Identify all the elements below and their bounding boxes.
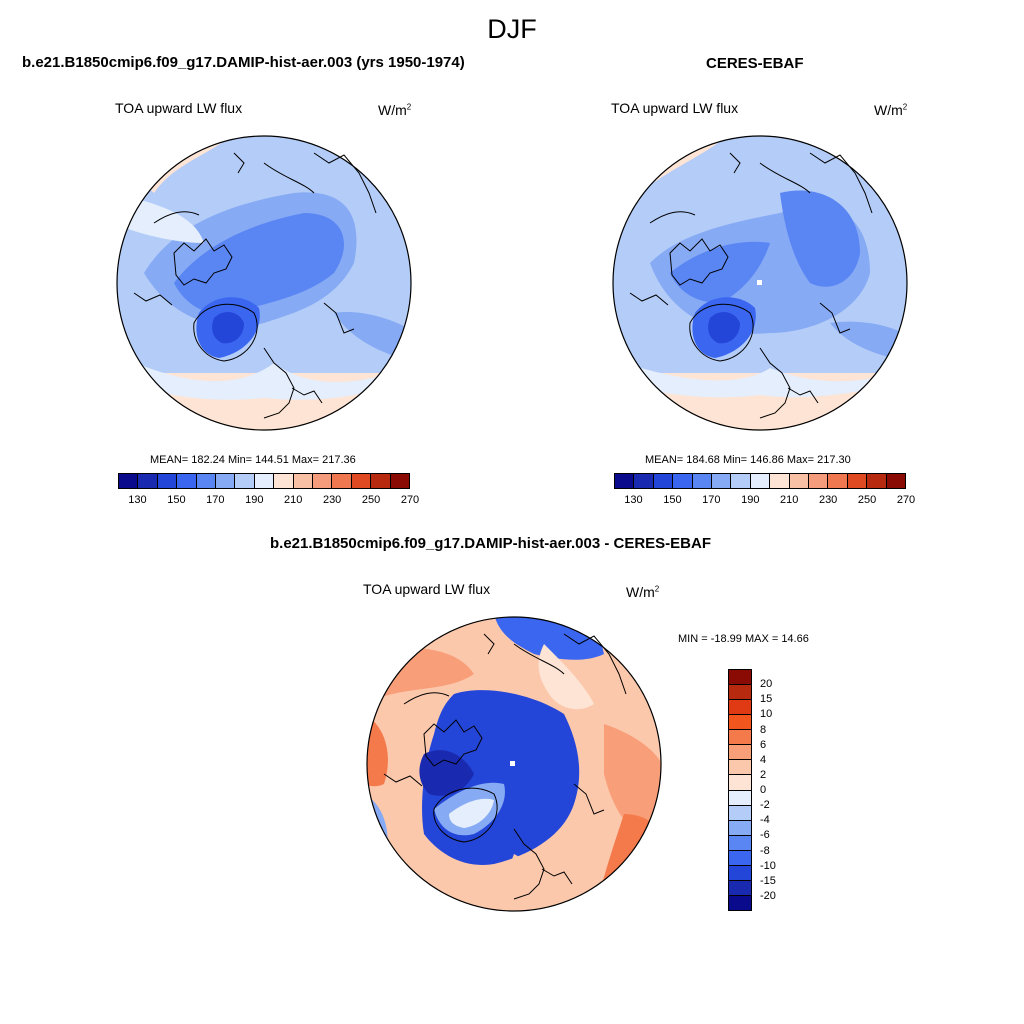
model-stats: MEAN= 182.24 Min= 144.51 Max= 217.36 <box>150 454 356 466</box>
diff-colorbar-tick-label: 6 <box>760 738 767 751</box>
diff-colorbar-tick-label: -4 <box>760 814 770 827</box>
diff-colorbar-box-2 <box>729 700 751 716</box>
diff-variable-label: TOA upward LW flux <box>363 581 491 597</box>
colorbar-tick-label: 250 <box>361 494 381 506</box>
diff-polar-map <box>366 616 662 912</box>
colorbar-tick-label: 130 <box>624 494 643 506</box>
diff-colorbar-box-12 <box>729 850 751 866</box>
diff-colorbar-tick-label: 20 <box>760 678 773 691</box>
colorbar-tick-label: 150 <box>663 494 682 506</box>
colorbar-box-9 <box>293 474 314 488</box>
diff-colorbar-tick-label: -8 <box>760 844 770 857</box>
colorbar-box-12 <box>847 474 868 488</box>
diff-colorbar-box-0 <box>729 670 751 686</box>
obs-units-label: W/m2 <box>874 102 908 118</box>
diff-colorbar-tick-label: 2 <box>760 768 767 781</box>
colorbar-box-11 <box>828 474 848 488</box>
colorbar-tick-label: 270 <box>400 494 420 506</box>
diff-colorbar-tick-label: 8 <box>760 723 767 736</box>
diff-colorbar-box-5 <box>729 745 751 761</box>
colorbar-tick-label: 170 <box>206 494 225 506</box>
colorbar-box-7 <box>254 474 275 488</box>
colorbar-box-12 <box>351 474 372 488</box>
colorbar-tick-label: 190 <box>245 494 264 506</box>
colorbar-tick-label: 230 <box>818 494 838 506</box>
colorbar-tick-label: 210 <box>780 494 799 506</box>
diff-colorbar-tick-label: -15 <box>760 874 776 887</box>
diff-panel-title: b.e21.B1850cmip6.f09_g17.DAMIP-hist-aer.… <box>270 535 711 552</box>
model-polar-map <box>116 135 412 431</box>
diff-colorbar-box-10 <box>729 820 751 836</box>
colorbar-box-3 <box>673 474 693 488</box>
colorbar-box-1 <box>634 474 654 488</box>
diff-colorbar-box-13 <box>729 865 751 881</box>
colorbar-tick-label: 150 <box>167 494 186 506</box>
model-colorbar <box>118 473 410 489</box>
colorbar-box-7 <box>750 474 771 488</box>
diff-colorbar-box-4 <box>729 730 751 746</box>
diff-colorbar-tick-label: -20 <box>760 889 776 902</box>
colorbar-box-10 <box>809 474 829 488</box>
colorbar-box-0 <box>615 474 635 488</box>
model-units-label: W/m2 <box>378 102 412 118</box>
colorbar-box-6 <box>731 474 751 488</box>
colorbar-box-0 <box>119 474 139 488</box>
colorbar-box-5 <box>712 474 732 488</box>
diff-colorbar-tick-label: 0 <box>760 784 767 796</box>
colorbar-box-9 <box>789 474 810 488</box>
colorbar-box-8 <box>770 474 790 488</box>
colorbar-box-6 <box>235 474 255 488</box>
colorbar-tick-label: 210 <box>284 494 303 506</box>
colorbar-tick-label: 130 <box>128 494 147 506</box>
diff-stats: MIN = -18.99 MAX = 14.66 <box>678 633 809 645</box>
diff-colorbar-box-9 <box>729 805 751 821</box>
colorbar-box-14 <box>886 474 906 488</box>
obs-colorbar <box>614 473 906 489</box>
diff-colorbar-tick-label: 4 <box>760 753 767 766</box>
colorbar-tick-label: 170 <box>702 494 721 506</box>
colorbar-box-5 <box>216 474 236 488</box>
diff-units-label: W/m2 <box>626 584 660 600</box>
diff-colorbar-tick-label: 10 <box>760 708 773 721</box>
diff-colorbar-box-7 <box>729 775 751 791</box>
diff-colorbar-tick-label: -10 <box>760 859 776 872</box>
obs-panel-title: CERES-EBAF <box>706 55 804 72</box>
diff-colorbar-box-6 <box>729 760 751 776</box>
colorbar-tick-label: 230 <box>322 494 342 506</box>
colorbar-box-4 <box>196 474 217 488</box>
colorbar-box-8 <box>274 474 294 488</box>
figure-title: DJF <box>487 14 537 44</box>
colorbar-box-2 <box>157 474 178 488</box>
diff-colorbar-box-11 <box>729 835 751 851</box>
diff-colorbar-box-1 <box>729 685 751 701</box>
colorbar-box-14 <box>390 474 410 488</box>
colorbar-tick-label: 270 <box>896 494 916 506</box>
diff-colorbar-box-15 <box>729 895 751 910</box>
obs-polar-map <box>612 135 908 431</box>
diff-colorbar-tick-label: 15 <box>760 693 773 706</box>
model-variable-label: TOA upward LW flux <box>115 100 243 116</box>
obs-variable-label: TOA upward LW flux <box>611 100 739 116</box>
colorbar-tick-label: 190 <box>741 494 760 506</box>
diff-colorbar-box-14 <box>729 880 751 896</box>
colorbar-box-10 <box>313 474 333 488</box>
colorbar-box-11 <box>332 474 352 488</box>
colorbar-box-3 <box>177 474 197 488</box>
diff-colorbar-tick-label: -2 <box>760 799 770 812</box>
colorbar-box-13 <box>371 474 391 488</box>
diff-colorbar-tick-label: -6 <box>760 829 770 842</box>
model-panel-title: b.e21.B1850cmip6.f09_g17.DAMIP-hist-aer.… <box>22 54 465 71</box>
colorbar-box-4 <box>692 474 713 488</box>
colorbar-box-13 <box>867 474 887 488</box>
diff-colorbar-box-8 <box>729 790 751 806</box>
diff-colorbar-box-3 <box>729 715 751 731</box>
obs-stats: MEAN= 184.68 Min= 146.86 Max= 217.30 <box>645 454 851 466</box>
colorbar-tick-label: 250 <box>857 494 877 506</box>
diff-colorbar <box>728 669 752 911</box>
colorbar-box-1 <box>138 474 158 488</box>
colorbar-box-2 <box>653 474 674 488</box>
